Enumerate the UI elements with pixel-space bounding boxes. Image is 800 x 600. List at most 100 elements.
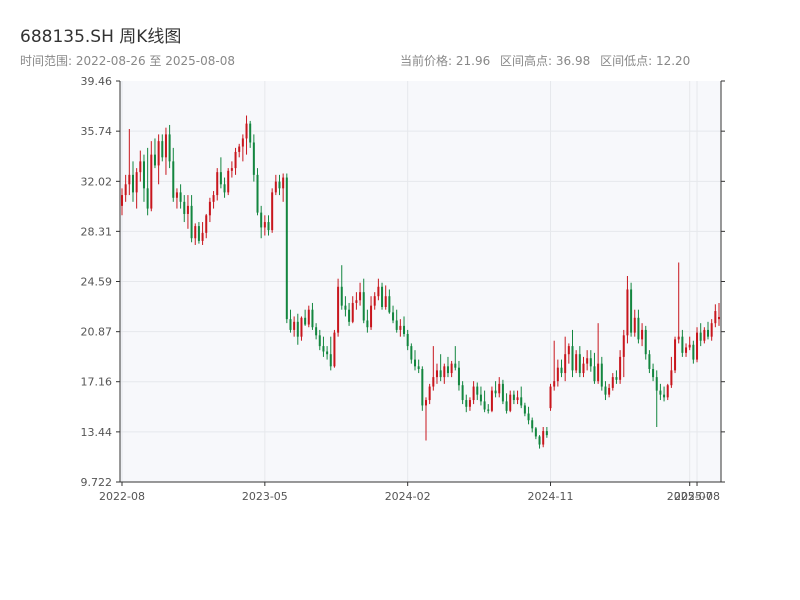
- candle-body: [707, 329, 710, 337]
- candle-body: [219, 172, 222, 185]
- candle-body: [315, 327, 318, 336]
- range-high: 区间高点: 36.98: [500, 54, 591, 68]
- candle-body: [567, 346, 570, 355]
- candle-body: [593, 366, 596, 382]
- candle-body: [523, 405, 526, 414]
- y-tick-label: 24.59: [81, 276, 113, 289]
- candle-body: [326, 351, 329, 355]
- candle-body: [586, 358, 589, 364]
- candle-body: [421, 369, 424, 406]
- candle-body: [124, 184, 127, 196]
- candle-body: [505, 401, 508, 411]
- candle-body: [666, 385, 669, 398]
- candle-body: [714, 311, 717, 324]
- candle-body: [267, 222, 270, 231]
- candle-body: [307, 309, 310, 325]
- x-tick-label: 2022-08: [99, 490, 145, 503]
- candle-body: [377, 286, 380, 297]
- candle-body: [245, 123, 248, 139]
- candle-body: [197, 226, 200, 241]
- candle-body: [633, 317, 636, 333]
- candle-body: [271, 192, 274, 231]
- candle-body: [582, 363, 585, 374]
- candle-body: [161, 141, 164, 158]
- candle-body: [615, 377, 618, 380]
- candle-body: [128, 174, 131, 185]
- candle-body: [311, 309, 314, 328]
- y-tick-label: 28.31: [81, 225, 113, 238]
- candle-body: [461, 385, 464, 401]
- candle-body: [131, 174, 134, 193]
- candle-body: [685, 347, 688, 353]
- candle-body: [337, 286, 340, 333]
- x-tick-label: 2025-07: [667, 490, 713, 503]
- candle-body: [362, 292, 365, 321]
- candle-body: [450, 363, 453, 374]
- candle-body: [179, 192, 182, 202]
- candle-body: [282, 177, 285, 189]
- candle-body: [175, 192, 178, 198]
- candle-body: [509, 394, 512, 411]
- candle-body: [659, 390, 662, 395]
- page-title: 688135.SH 周K线图: [20, 27, 182, 47]
- candle-body: [249, 123, 252, 143]
- candle-body: [641, 329, 644, 340]
- candle-body: [479, 394, 482, 402]
- candle-body: [545, 431, 548, 436]
- candle-body: [454, 363, 457, 368]
- y-tick-label: 20.87: [81, 326, 113, 339]
- candle-body: [483, 401, 486, 410]
- candle-body: [395, 320, 398, 330]
- candle-body: [637, 317, 640, 340]
- candle-body: [663, 394, 666, 398]
- candle-body: [630, 289, 633, 333]
- candle-body: [381, 286, 384, 307]
- candle-body: [263, 222, 266, 228]
- y-tick-label: 35.74: [81, 125, 113, 138]
- candle-body: [157, 141, 160, 166]
- y-tick-label: 13.44: [81, 426, 113, 439]
- candle-body: [520, 397, 523, 406]
- candle-body: [655, 377, 658, 391]
- candle-body: [241, 138, 244, 147]
- candle-body: [300, 317, 303, 337]
- candle-body: [340, 286, 343, 306]
- candle-body: [699, 332, 702, 341]
- candle-body: [619, 356, 622, 380]
- candle-body: [516, 397, 519, 401]
- candle-body: [435, 370, 438, 378]
- y-axis-ticks: 9.722 13.44 17.16 20.87 24.59 28.31 32.02 35.74…: [81, 75, 725, 489]
- candle-body: [322, 346, 325, 352]
- candle-body: [373, 296, 376, 306]
- candle-body: [392, 312, 395, 321]
- candle-body: [677, 336, 680, 340]
- candle-body: [424, 400, 428, 406]
- candle-body: [410, 346, 413, 360]
- candle-body: [652, 369, 655, 378]
- candle-body: [611, 377, 614, 388]
- candle-body: [403, 325, 406, 334]
- current-price: 当前价格: 21.96: [400, 54, 491, 68]
- x-tick-label: 2024-02: [385, 490, 431, 503]
- candle-body: [150, 154, 153, 209]
- candle-body: [417, 366, 420, 370]
- candle-body: [443, 366, 446, 378]
- candle-body: [578, 354, 581, 374]
- candle-body: [329, 354, 332, 367]
- candle-body: [531, 420, 534, 429]
- candle-body: [285, 177, 288, 320]
- candle-body: [212, 195, 215, 202]
- candle-body: [227, 170, 230, 193]
- candle-body: [205, 215, 208, 233]
- candle-body: [413, 359, 417, 367]
- candle-body: [348, 309, 351, 322]
- candle-body: [681, 336, 684, 353]
- y-tick-label: 39.46: [81, 75, 113, 88]
- candle-body: [575, 354, 578, 371]
- y-tick-label: 9.722: [81, 476, 113, 489]
- candle-body: [194, 226, 197, 239]
- candle-body: [432, 377, 435, 387]
- candle-body: [674, 339, 677, 371]
- candle-body: [549, 386, 552, 409]
